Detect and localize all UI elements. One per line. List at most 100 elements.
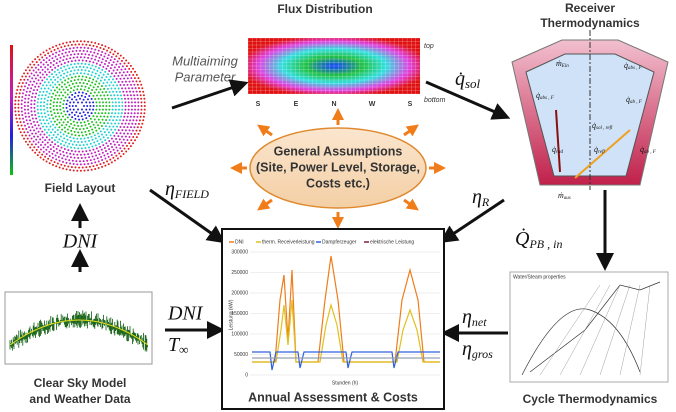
heliostat (108, 131, 110, 133)
heliostat (82, 92, 84, 94)
heliostat (112, 132, 114, 134)
heliostat (123, 84, 125, 86)
heliostat (24, 125, 26, 127)
heliostat (47, 96, 49, 98)
heliostat (92, 115, 94, 117)
heliostat (34, 86, 36, 88)
heliostat (29, 134, 31, 136)
heliostat (107, 122, 109, 124)
heliostat (90, 126, 92, 128)
heliostat (101, 133, 103, 135)
heliostat (86, 144, 88, 146)
heliostat (108, 156, 110, 158)
heliostat (49, 84, 51, 86)
eta-field: ηFIELD (165, 178, 209, 201)
heliostat (67, 121, 69, 123)
heliostat (21, 114, 23, 116)
heliostat (27, 131, 29, 133)
heliostat (74, 76, 76, 78)
heliostat (107, 65, 109, 67)
heliostat (14, 110, 16, 112)
heliostat (75, 99, 77, 101)
heliostat (44, 66, 46, 68)
heliostat (17, 85, 19, 87)
heliostat (37, 112, 39, 114)
heliostat (41, 79, 43, 81)
heliostat (52, 93, 54, 95)
heliostat (89, 133, 91, 135)
heliostat (76, 40, 78, 42)
heliostat (119, 63, 121, 65)
heliostat (70, 70, 72, 72)
heliostat (74, 157, 76, 159)
heliostat (87, 41, 89, 43)
heliostat (112, 126, 114, 128)
heliostat (128, 109, 130, 111)
heliostat (62, 151, 64, 153)
heliostat (69, 105, 71, 107)
heliostat (93, 52, 95, 54)
heliostat (125, 136, 127, 138)
heliostat (54, 121, 56, 123)
heliostat (60, 112, 62, 114)
heliostat (86, 50, 88, 52)
heliostat (76, 138, 78, 140)
heliostat (27, 109, 29, 111)
heliostat (116, 84, 118, 86)
heliostat (62, 168, 64, 170)
flux-axis-label: S (256, 101, 261, 108)
heliostat (68, 67, 70, 69)
heliostat (23, 121, 25, 123)
heliostat (123, 139, 125, 141)
heliostat (62, 161, 64, 163)
heliostat (91, 89, 93, 91)
heliostat (131, 87, 133, 89)
heliostat (23, 138, 25, 140)
subscript: ab , F (630, 100, 643, 105)
heliostat (118, 122, 120, 124)
heliostat (37, 109, 39, 111)
heliostat (27, 79, 29, 81)
heliostat (25, 128, 27, 130)
heliostat (37, 98, 39, 100)
heliostat (71, 60, 73, 62)
heliostat (114, 144, 116, 146)
heliostat (87, 120, 89, 122)
heliostat (88, 146, 90, 148)
heliostat (114, 58, 116, 60)
heliostat (112, 105, 114, 107)
heliostat (35, 77, 37, 79)
heliostat (34, 58, 36, 60)
heliostat (113, 70, 115, 72)
heliostat (94, 42, 96, 44)
heliostat (71, 116, 73, 118)
heliostat (65, 162, 67, 164)
heliostat (109, 119, 111, 121)
heliostat (44, 54, 46, 56)
heliostat (26, 91, 28, 93)
heliostat (51, 153, 53, 155)
heliostat (67, 82, 69, 84)
heliostat (15, 114, 17, 116)
heliostat (110, 122, 112, 124)
heliostat (94, 168, 96, 170)
heliostat (130, 77, 132, 79)
heliostat (98, 98, 100, 100)
heliostat (106, 82, 108, 84)
heliostat (93, 86, 95, 88)
heliostat (98, 167, 100, 169)
heliostat (47, 100, 49, 102)
heliostat (112, 119, 114, 121)
heliostat (127, 116, 129, 118)
heliostat (123, 116, 125, 118)
heliostat (67, 45, 69, 47)
heliostat (64, 131, 66, 133)
heliostat (51, 141, 53, 143)
heliostat (141, 105, 143, 107)
heliostat (105, 105, 107, 107)
heliostat (89, 150, 91, 152)
heliostat (68, 51, 70, 53)
heliostat (83, 128, 85, 130)
heliostat (55, 165, 57, 167)
heliostat (63, 100, 65, 102)
